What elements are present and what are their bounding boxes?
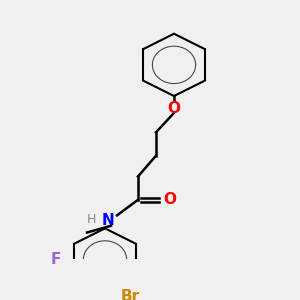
Text: N: N	[102, 213, 114, 228]
Text: O: O	[167, 101, 181, 116]
Text: H: H	[87, 213, 96, 226]
Text: Br: Br	[120, 289, 139, 300]
Text: F: F	[50, 252, 61, 267]
Text: O: O	[163, 192, 176, 207]
